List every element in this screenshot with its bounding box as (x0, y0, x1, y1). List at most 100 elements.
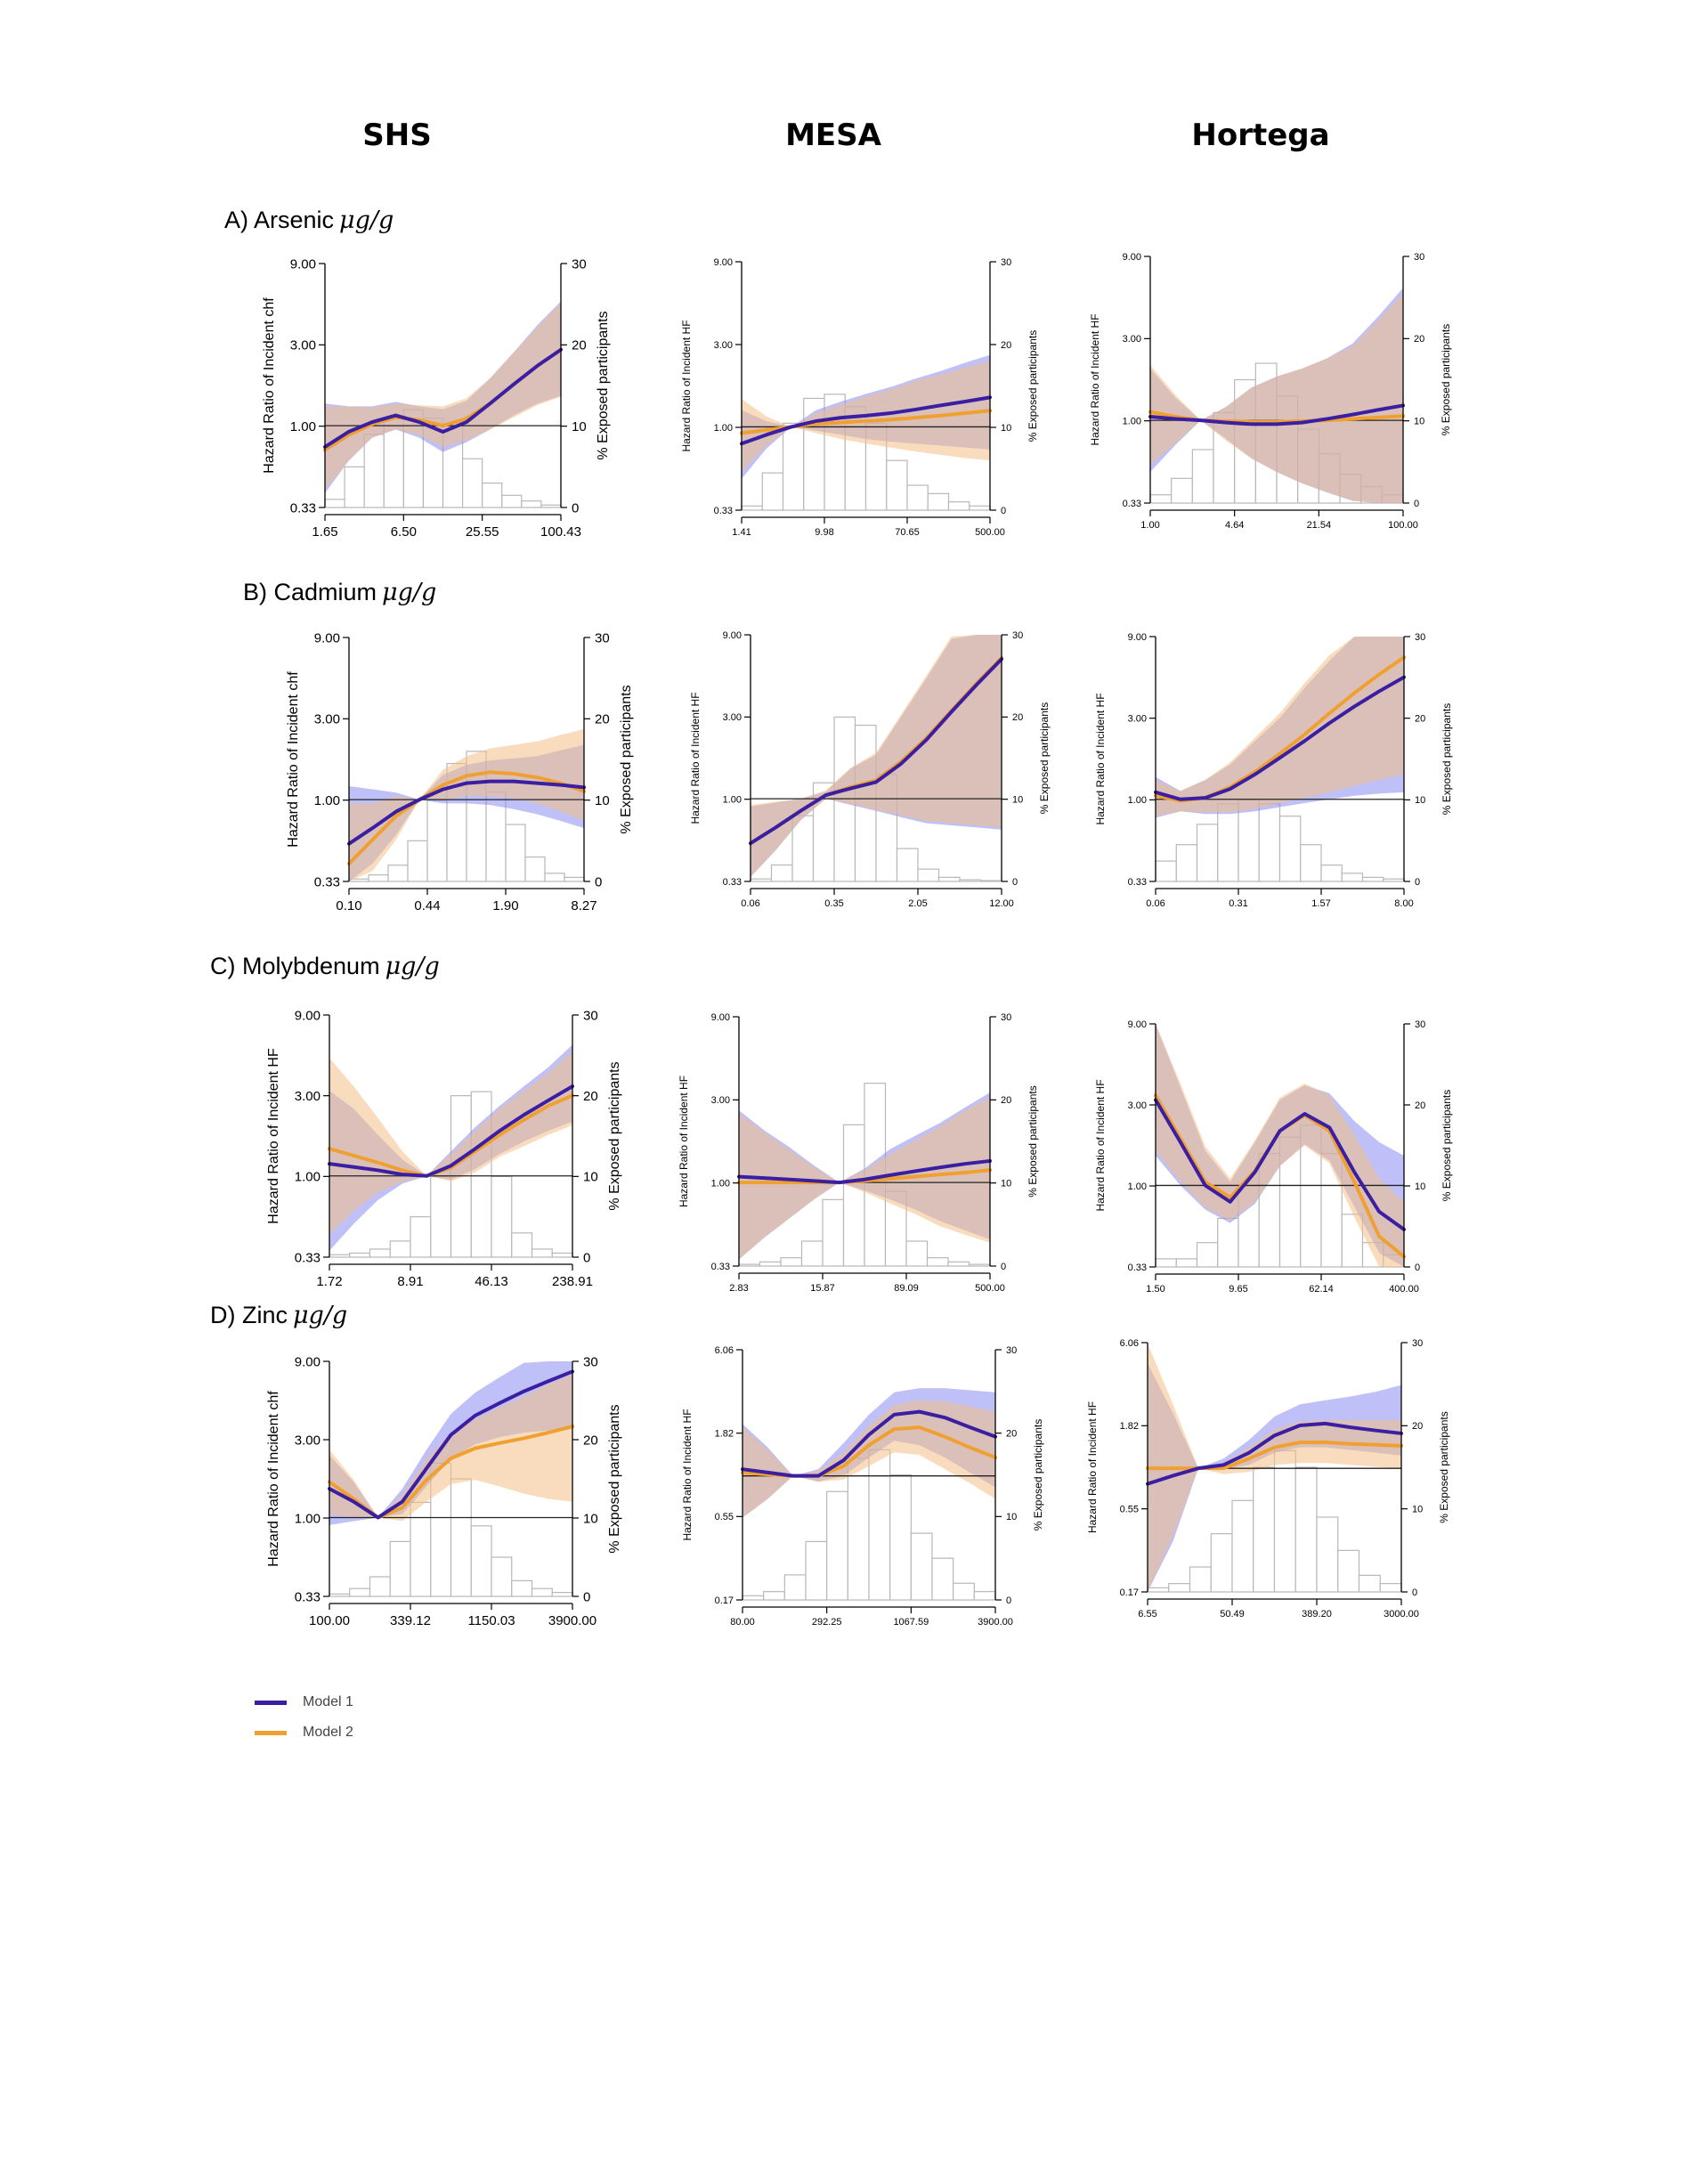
y2-tick-label: 20 (1012, 712, 1023, 723)
model-2-line (347, 770, 586, 866)
histogram-bar (511, 1232, 533, 1258)
y-tick-label: 3.00 (295, 1089, 321, 1104)
histogram-bar (491, 1556, 513, 1597)
histogram-bar (947, 501, 970, 511)
legend-swatch-model-1 (255, 1700, 287, 1705)
histogram-bar (1196, 824, 1219, 882)
y-tick-label: 9.00 (1123, 252, 1141, 263)
panel-d-mesa: 0.17 0.55 1.82 6.06 0 10 20 30 80.00 292.25 1067.5… (681, 1345, 1044, 1628)
histogram-bar (551, 1591, 573, 1597)
y2-tick-label: 30 (572, 256, 587, 272)
panel-a-mesa: 0.33 1.00 3.00 9.00 0 10 20 30 1.41 9.98 70.65 500.… (680, 257, 1039, 538)
model-2-ci-band (751, 635, 1002, 878)
y-tick-label: 1.00 (1128, 795, 1147, 806)
y-tick-label: 1.00 (714, 423, 733, 434)
x-tick-label: 80.00 (730, 1617, 755, 1628)
y2-axis-title: % Exposed participants (619, 685, 634, 833)
y2-tick-label: 0 (1001, 1262, 1006, 1272)
x-tick-label: 500.00 (975, 1283, 1005, 1294)
histogram-bar (426, 800, 448, 882)
model-2-line (1146, 1441, 1403, 1471)
y2-tick-label: 30 (1414, 252, 1424, 263)
histogram-bar (1278, 816, 1302, 882)
histogram-bar (368, 874, 389, 882)
row-unit: μg/g (339, 207, 394, 234)
y-tick-label: 0.17 (1120, 1587, 1139, 1598)
y2-tick-label: 20 (583, 1089, 598, 1104)
panel-d-shs: 0.33 1.00 3.00 9.00 0 10 20 30 100.00 339.12 1150.… (266, 1354, 622, 1628)
histogram-bar (973, 1591, 996, 1601)
histogram-bar (910, 1532, 933, 1601)
y-tick-label: 1.00 (1123, 417, 1141, 427)
y-tick-label: 3.00 (714, 340, 733, 351)
histogram-bar (551, 1252, 573, 1258)
y-axis-title: Hazard Ratio of Incident HF (678, 1076, 690, 1207)
x-tick-label: 9.98 (815, 527, 833, 538)
y2-tick-label: 0 (1412, 1587, 1417, 1598)
x-tick-label: 46.13 (475, 1274, 508, 1289)
histogram-bar (822, 1198, 845, 1267)
model-1-line (1146, 1421, 1403, 1486)
y2-tick-label: 0 (1415, 1262, 1420, 1273)
x-tick-label: 6.50 (391, 524, 417, 540)
histogram-bar (430, 1175, 452, 1258)
histogram-bar (1168, 1583, 1191, 1593)
x-tick-label: 6.55 (1138, 1609, 1156, 1620)
y-tick-label: 0.55 (1120, 1505, 1139, 1515)
row-title-molybdenum: C) Molybdenum μg/g (210, 953, 440, 980)
y2-tick-label: 20 (1415, 714, 1425, 725)
model-2-ci-band (349, 728, 584, 881)
y2-tick-label: 10 (1415, 795, 1425, 806)
y2-axis-title: % Exposed participants (596, 311, 611, 459)
y2-tick-label: 30 (583, 1354, 598, 1369)
histogram-bar (868, 1449, 891, 1601)
y2-tick-label: 30 (1412, 1338, 1423, 1349)
histogram-bar (387, 865, 409, 882)
row-title-arsenic: A) Arsenic μg/g (224, 207, 394, 234)
x-tick-label: 100.00 (1388, 520, 1418, 531)
y-tick-label: 9.00 (723, 630, 742, 641)
y2-axis-title: % Exposed participants (1438, 1411, 1450, 1522)
y2-axis-title: % Exposed participants (1440, 703, 1453, 815)
legend-label: Model 1 (303, 1694, 353, 1709)
x-tick-label: 0.31 (1229, 898, 1247, 909)
x-tick-label: 9.65 (1229, 1284, 1247, 1295)
x-tick-label: 1.41 (732, 527, 751, 538)
row-title-zinc: D) Zinc μg/g (210, 1302, 347, 1329)
histogram-bar (1341, 873, 1364, 882)
y-axis-title: Hazard Ratio of Incident HF (1086, 1401, 1099, 1533)
x-tick-label: 50.49 (1220, 1609, 1245, 1620)
model-1-line (749, 657, 1003, 846)
x-tick-label: 12.00 (989, 898, 1014, 909)
row-unit: μg/g (293, 1302, 348, 1329)
histogram-bar (1258, 803, 1281, 882)
histogram-bar (842, 1124, 865, 1267)
histogram-bar (349, 1252, 371, 1258)
histogram-bar (969, 505, 991, 511)
y2-tick-label: 20 (1001, 1095, 1011, 1106)
y-axis-title: Hazard Ratio of Incident HF (680, 320, 693, 451)
y2-tick-label: 20 (1414, 334, 1424, 345)
histogram-bar (511, 1579, 533, 1597)
y-tick-label: 1.00 (711, 1179, 730, 1189)
x-tick-label: 0.35 (824, 898, 843, 909)
model-2-ci-band (743, 1400, 995, 1518)
y2-tick-label: 10 (1414, 417, 1424, 427)
column-header-mesa: MESA (785, 118, 881, 153)
y-axis-title: Hazard Ratio of Incident HF (689, 692, 702, 824)
y2-tick-label: 30 (1012, 630, 1023, 641)
x-tick-label: 1067.59 (893, 1617, 929, 1628)
y-tick-label: 9.00 (290, 256, 316, 272)
row-label: A) Arsenic (224, 207, 335, 233)
y-tick-label: 3.00 (295, 1433, 321, 1448)
histogram-bar (927, 492, 950, 511)
histogram-bar (741, 505, 763, 511)
y2-tick-label: 0 (572, 500, 579, 516)
model-1-line (1154, 675, 1406, 801)
row-label: D) Zinc (210, 1302, 288, 1328)
histogram-bar (750, 878, 773, 882)
histogram-bar (770, 864, 793, 882)
column-header-shs: SHS (362, 118, 432, 153)
histogram-bar (349, 1587, 371, 1597)
y2-tick-label: 20 (583, 1433, 598, 1448)
